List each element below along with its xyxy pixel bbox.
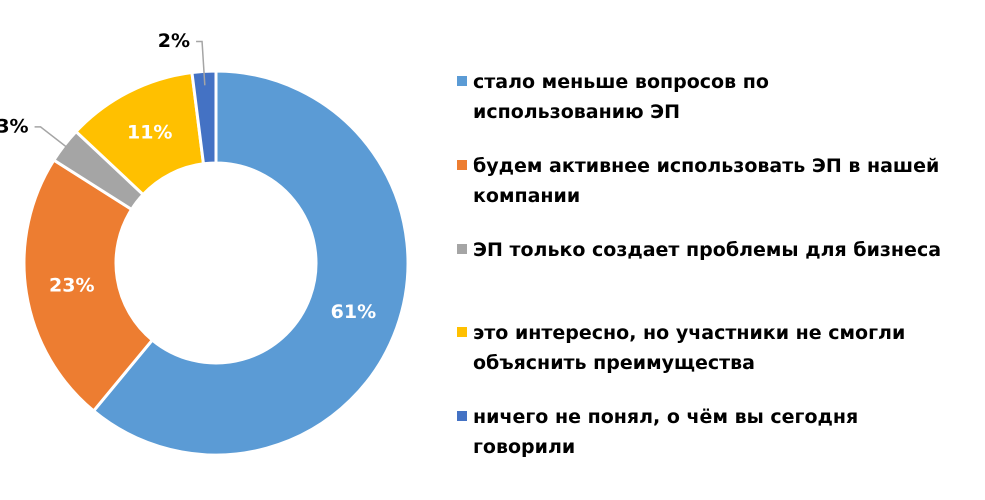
legend-item-use-more-actively: будем активнее использовать ЭП в нашей к…: [457, 151, 977, 211]
legend-label-use-more-actively: будем активнее использовать ЭП в нашей к…: [473, 155, 940, 207]
legend-swatch-only-problems: [457, 244, 467, 254]
data-label-understood-nothing: 2%: [158, 30, 190, 52]
slice-understood-nothing: [190, 69, 218, 166]
data-label-only-problems: 3%: [0, 115, 29, 137]
legend-item-understood-nothing: ничего не понял, о чём вы сегодня говори…: [457, 402, 977, 462]
legend-label-understood-nothing: ничего не понял, о чём вы сегодня говори…: [473, 406, 859, 458]
legend-label-interesting-not-explained: это интересно, но участники не смогли об…: [473, 322, 906, 374]
donut-chart: 61% 23% 3% 11% 2%: [0, 30, 410, 457]
data-label-fewer-questions: 61%: [331, 301, 376, 323]
leader-line-only-problems: [34, 126, 76, 155]
legend-label-fewer-questions: стало меньше вопросов по использованию Э…: [473, 71, 769, 123]
legend-swatch-use-more-actively: [457, 160, 467, 170]
legend-item-only-problems: ЭП только создает проблемы для бизнеса: [457, 235, 977, 265]
legend-item-interesting-not-explained: это интересно, но участники не смогли об…: [457, 318, 977, 378]
leader-line-understood-nothing: [196, 40, 206, 86]
legend-swatch-understood-nothing: [457, 411, 467, 421]
slice-fewer-questions: [92, 69, 410, 457]
data-label-interesting-not-explained: 11%: [127, 121, 172, 143]
data-label-use-more-actively: 23%: [49, 274, 94, 296]
legend-label-only-problems: ЭП только создает проблемы для бизнеса: [473, 239, 942, 261]
slice-use-more-actively: [22, 158, 154, 413]
legend-swatch-interesting-not-explained: [457, 327, 467, 337]
legend-swatch-fewer-questions: [457, 76, 467, 86]
legend-item-fewer-questions: стало меньше вопросов по использованию Э…: [457, 67, 977, 127]
